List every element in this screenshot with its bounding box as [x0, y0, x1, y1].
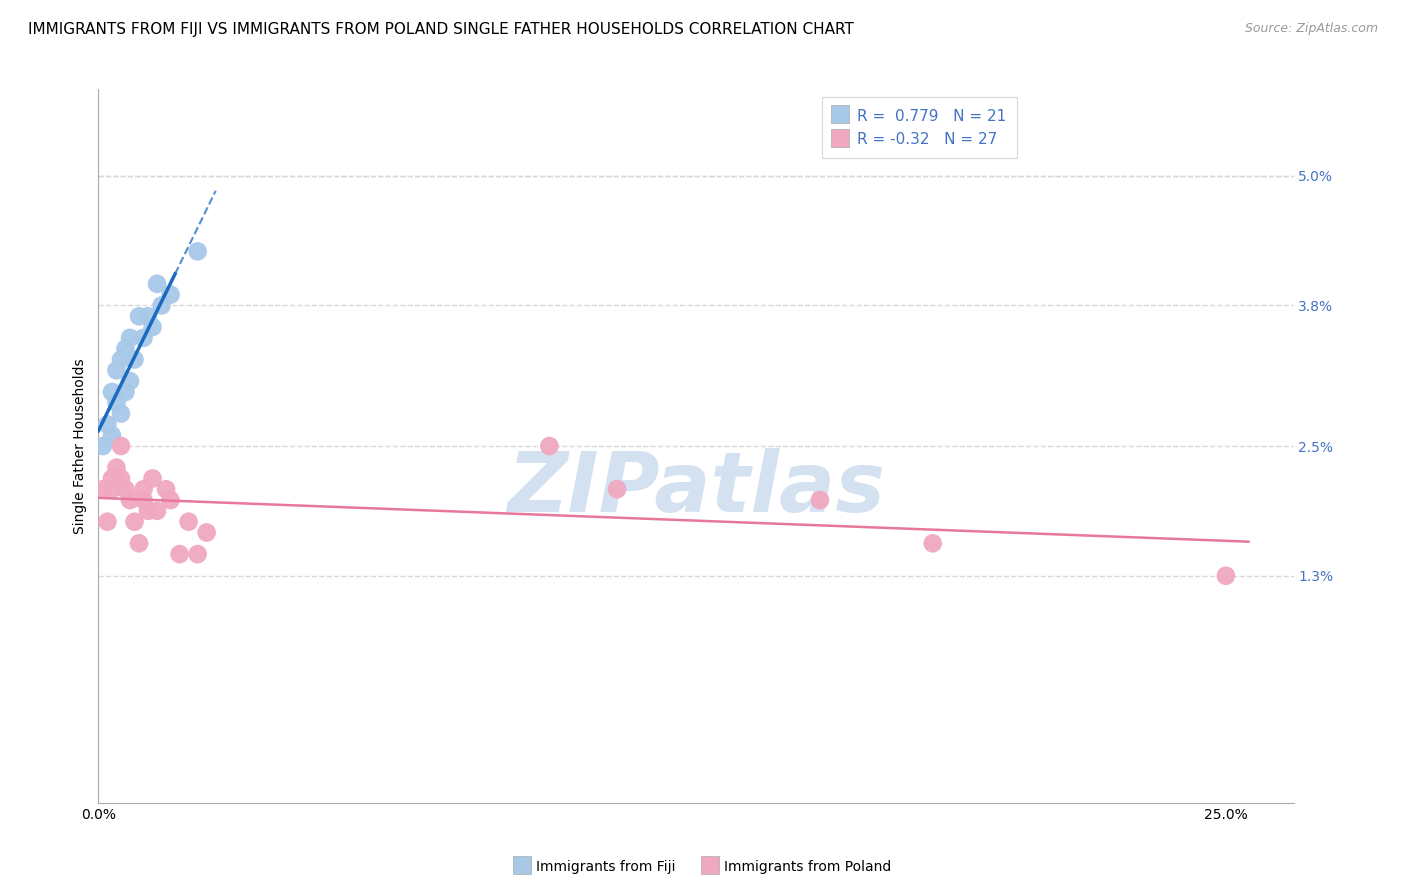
Point [96, 515, 118, 529]
Point [132, 331, 155, 345]
Point [91, 439, 114, 453]
Point [808, 493, 831, 508]
Point [101, 428, 124, 442]
Y-axis label: Single Father Households: Single Father Households [73, 359, 87, 533]
Point [606, 482, 628, 496]
Point [101, 384, 124, 399]
Point [136, 310, 159, 324]
Point [150, 298, 173, 312]
Point [91, 482, 114, 496]
Point [105, 363, 128, 377]
Point [146, 277, 169, 291]
Point [124, 515, 146, 529]
Text: ZIPatlas: ZIPatlas [508, 449, 884, 529]
Point [132, 493, 155, 508]
Point [155, 482, 177, 496]
Point [136, 504, 159, 518]
Point [187, 547, 209, 561]
Point [146, 504, 169, 518]
Point [118, 493, 141, 508]
Point [101, 471, 124, 485]
Text: Source: ZipAtlas.com: Source: ZipAtlas.com [1244, 22, 1378, 36]
Point [110, 407, 132, 421]
Point [110, 439, 132, 453]
Text: IMMIGRANTS FROM FIJI VS IMMIGRANTS FROM POLAND SINGLE FATHER HOUSEHOLDS CORRELAT: IMMIGRANTS FROM FIJI VS IMMIGRANTS FROM … [28, 22, 853, 37]
Point [118, 374, 141, 388]
Point [105, 396, 128, 410]
Point [921, 536, 943, 550]
Point [110, 471, 132, 485]
Point [538, 439, 561, 453]
Point [132, 482, 155, 496]
Point [101, 482, 124, 496]
Point [110, 352, 132, 367]
Point [195, 525, 218, 540]
Point [118, 331, 141, 345]
Point [124, 352, 146, 367]
Point [169, 547, 191, 561]
Point [141, 471, 163, 485]
Point [159, 287, 181, 301]
Legend: Immigrants from Fiji, Immigrants from Poland: Immigrants from Fiji, Immigrants from Po… [508, 852, 898, 880]
Point [177, 515, 200, 529]
Point [128, 536, 150, 550]
Point [114, 482, 136, 496]
Point [141, 320, 163, 334]
Point [159, 493, 181, 508]
Point [114, 384, 136, 399]
Legend: R =  0.779   N = 21, R = -0.32   N = 27: R = 0.779 N = 21, R = -0.32 N = 27 [823, 97, 1017, 158]
Point [187, 244, 209, 259]
Point [114, 342, 136, 356]
Point [128, 310, 150, 324]
Point [96, 417, 118, 432]
Point [1215, 568, 1237, 582]
Point [105, 460, 128, 475]
